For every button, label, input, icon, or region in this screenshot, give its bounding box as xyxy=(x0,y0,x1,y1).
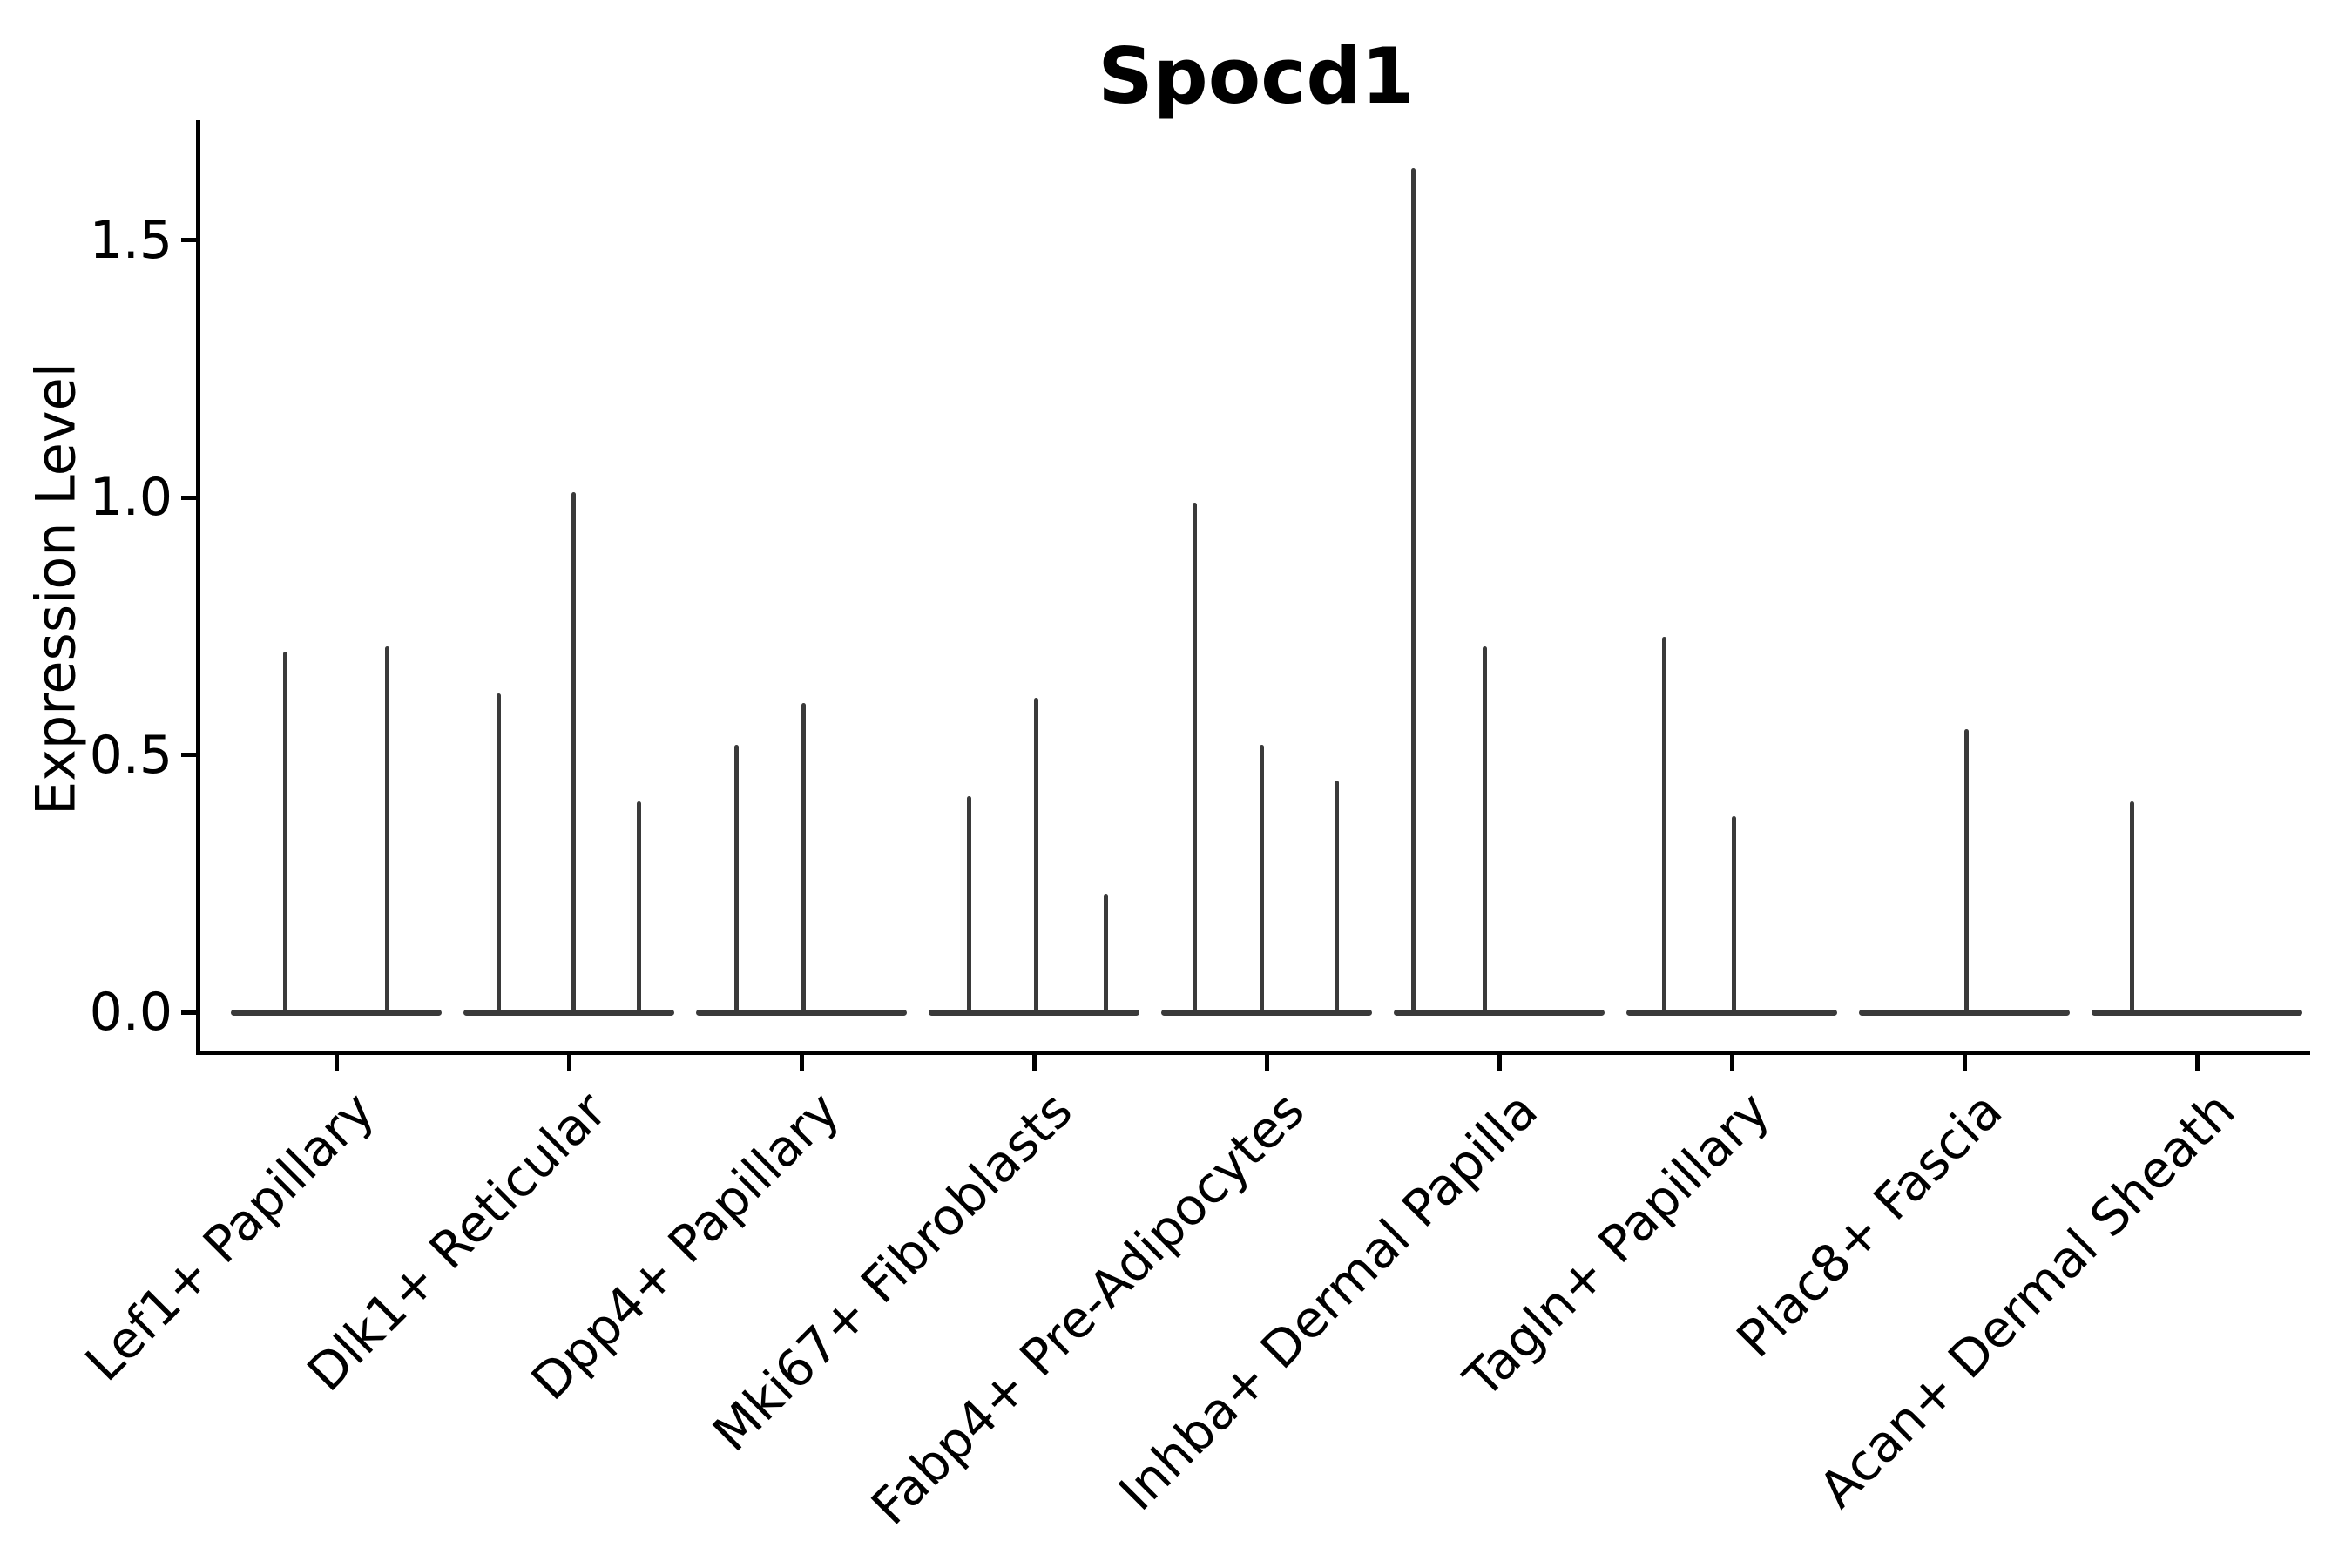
violin-baseline xyxy=(1394,1010,1605,1016)
violin-baseline xyxy=(463,1010,674,1016)
violin-baseline xyxy=(1859,1010,2070,1016)
x-tick-mark xyxy=(1031,1055,1037,1071)
x-tick-mark xyxy=(1962,1055,1967,1071)
y-axis-label: Expression Level xyxy=(24,362,88,815)
violin-baseline xyxy=(696,1010,907,1016)
violin-spike xyxy=(1034,698,1039,1015)
violin-spike xyxy=(636,801,641,1015)
violin-spike xyxy=(385,646,390,1015)
violin-spike xyxy=(966,795,971,1015)
violin-baseline xyxy=(2092,1010,2302,1016)
violin-spike xyxy=(733,744,739,1015)
x-tick-label-acan-dermal-sheath: Acan+ Dermal Sheath xyxy=(1808,1080,2247,1519)
x-tick-mark xyxy=(334,1055,339,1071)
violin-spike xyxy=(1964,728,1970,1015)
y-tick-label: 1.0 xyxy=(89,467,172,528)
violin-baseline xyxy=(1161,1010,1372,1016)
violin-spike xyxy=(801,703,807,1015)
y-tick-label: 1.5 xyxy=(89,209,172,271)
x-tick-mark xyxy=(799,1055,804,1071)
violin-spike xyxy=(282,652,287,1015)
violin-spike xyxy=(1260,744,1265,1015)
x-axis-spine xyxy=(196,1051,2310,1055)
violin-spike xyxy=(497,693,502,1015)
violin-spike xyxy=(1334,781,1339,1015)
x-tick-mark xyxy=(566,1055,571,1071)
violin-spike xyxy=(571,492,576,1015)
y-tick-mark xyxy=(181,753,196,757)
violin-baseline xyxy=(1626,1010,1837,1016)
x-tick-label-inhba-dermal-papilla: Inhba+ Dermal Papilla xyxy=(1106,1080,1549,1523)
x-tick-mark xyxy=(1497,1055,1502,1071)
violin-baseline xyxy=(231,1010,442,1016)
y-tick-label: 0.5 xyxy=(89,724,172,786)
y-tick-mark xyxy=(181,238,196,242)
violin-spike xyxy=(1662,636,1667,1015)
y-tick-mark xyxy=(181,1010,196,1015)
violin-spike xyxy=(2129,801,2134,1015)
violin-spike xyxy=(1192,502,1197,1015)
y-tick-mark xyxy=(181,495,196,500)
violin-spike xyxy=(1104,894,1109,1015)
x-tick-mark xyxy=(1264,1055,1269,1071)
plot-title: Spocd1 xyxy=(1098,31,1415,121)
y-axis-spine xyxy=(196,120,200,1055)
y-tick-label: 0.0 xyxy=(89,982,172,1043)
violin-baseline xyxy=(929,1010,1139,1016)
x-tick-label-fabp4-pre-adipocytes: Fabp4+ Pre-Adipocytes xyxy=(860,1080,1316,1537)
violin-spike xyxy=(1410,167,1416,1015)
x-tick-mark xyxy=(1729,1055,1734,1071)
violin-spike xyxy=(1483,646,1488,1015)
x-tick-mark xyxy=(2194,1055,2200,1071)
violin-spike xyxy=(1732,816,1737,1015)
